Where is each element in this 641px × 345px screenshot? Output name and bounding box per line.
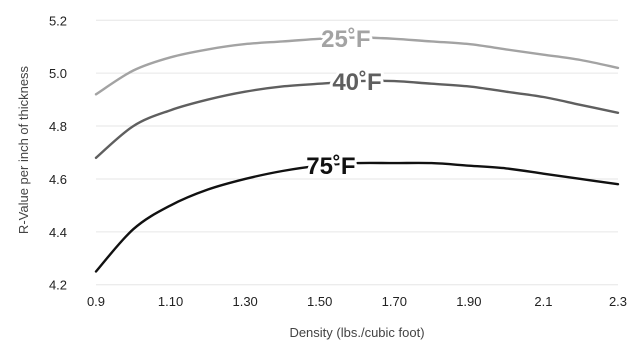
x-tick-label: 1.70 xyxy=(382,294,407,309)
grid-lines xyxy=(96,19,618,286)
x-tick-label: 2.1 xyxy=(534,294,552,309)
y-tick-label: 5.2 xyxy=(49,13,67,28)
x-tick-label: 2.3 xyxy=(609,294,627,309)
series-label-2: 75˚F xyxy=(306,153,355,180)
series-line-2 xyxy=(94,161,620,273)
y-tick-label: 4.4 xyxy=(49,225,67,240)
x-tick-label: 0.9 xyxy=(87,294,105,309)
x-tick-label: 1.10 xyxy=(158,294,183,309)
y-tick-label: 5.0 xyxy=(49,66,67,81)
y-axis-title: R-Value per inch of thickness xyxy=(16,65,31,234)
x-axis-tick-labels: 0.9 1.10 1.30 1.50 1.70 1.90 2.1 2.3 xyxy=(87,294,627,309)
x-tick-label: 1.30 xyxy=(232,294,257,309)
series-label-1: 40˚F xyxy=(332,69,381,96)
x-tick-label: 1.90 xyxy=(456,294,481,309)
series-curves: 25˚F 40˚F 75˚F xyxy=(94,23,620,273)
y-tick-label: 4.8 xyxy=(49,119,67,134)
y-tick-label: 4.6 xyxy=(49,172,67,187)
x-axis-title: Density (lbs./cubic foot) xyxy=(289,325,424,340)
y-axis-tick-labels: 4.2 4.4 4.6 4.8 5.0 5.2 xyxy=(49,13,67,292)
y-tick-label: 4.2 xyxy=(49,278,67,293)
series-line-1 xyxy=(94,79,620,159)
series-line-0 xyxy=(94,36,620,96)
x-tick-label: 1.50 xyxy=(307,294,332,309)
series-label-0: 25˚F xyxy=(321,26,370,53)
